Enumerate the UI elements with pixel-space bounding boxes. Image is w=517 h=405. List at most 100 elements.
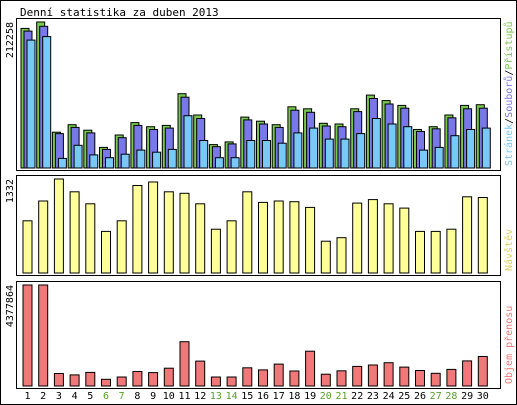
bar-navstev-day-30 [477, 197, 488, 274]
bar-objem-day-14 [226, 376, 237, 387]
day-label-4: 4 [72, 391, 78, 402]
bar-navstev-day-16 [258, 201, 268, 274]
bar-stranek-day-7 [120, 153, 130, 169]
bar-stranek-day-20 [324, 138, 334, 169]
day-label-3: 3 [56, 391, 62, 402]
legend-traffic: Objem přenosu [503, 306, 515, 384]
legend-entry-visits-0: Návštěv [503, 229, 515, 271]
day-label-1: 1 [24, 391, 30, 402]
bar-objem-day-10 [163, 367, 174, 387]
bar-navstev-day-13 [210, 228, 221, 274]
panel-frame-visits [16, 175, 501, 276]
bar-navstev-day-3 [53, 178, 64, 274]
bar-stranek-day-1 [26, 39, 36, 169]
bar-navstev-day-27 [430, 230, 441, 274]
bar-navstev-day-25 [399, 207, 410, 274]
bar-navstev-day-14 [226, 220, 237, 274]
panel-frame-hits [16, 18, 501, 171]
bar-objem-day-18 [289, 370, 300, 387]
bar-objem-day-29 [462, 360, 473, 387]
bar-objem-day-17 [273, 363, 284, 387]
day-label-2: 2 [40, 391, 46, 402]
legend-entry-hits-4: Přístupů [503, 21, 515, 69]
bar-navstev-day-28 [446, 228, 457, 274]
bar-stranek-day-11 [183, 115, 193, 169]
day-label-27: 27 [430, 391, 442, 402]
bar-stranek-day-27 [434, 146, 444, 169]
bar-objem-day-8 [132, 371, 143, 387]
bar-stranek-day-3 [57, 157, 67, 169]
bar-objem-day-1 [22, 284, 33, 387]
bar-objem-day-25 [399, 366, 410, 387]
day-label-16: 16 [257, 391, 269, 402]
bar-stranek-day-12 [199, 140, 209, 169]
bar-stranek-day-30 [481, 127, 491, 169]
legend-visits: Návštěv [503, 229, 515, 271]
bar-navstev-day-23 [367, 199, 378, 274]
bar-stranek-day-4 [73, 144, 83, 169]
bar-objem-day-12 [195, 360, 206, 387]
day-label-23: 23 [367, 391, 379, 402]
legend-entry-hits-0: Stránek [503, 124, 515, 166]
bar-stranek-day-2 [42, 36, 52, 169]
bar-stranek-day-23 [371, 118, 381, 169]
day-label-12: 12 [194, 391, 206, 402]
bar-objem-day-16 [258, 369, 268, 387]
bar-objem-day-19 [305, 350, 316, 387]
bar-stranek-day-16 [262, 140, 271, 169]
day-label-26: 26 [414, 391, 426, 402]
bar-stranek-day-15 [246, 140, 256, 169]
day-label-9: 9 [150, 391, 156, 402]
bar-objem-day-15 [242, 367, 253, 387]
bar-navstev-day-6 [101, 230, 111, 274]
bar-navstev-day-1 [22, 220, 33, 274]
legend-entry-hits-3: / [504, 70, 515, 76]
bar-stranek-day-17 [277, 142, 287, 169]
bar-stranek-day-9 [152, 151, 162, 169]
day-label-10: 10 [163, 391, 175, 402]
bar-objem-day-24 [383, 362, 394, 387]
bar-stranek-day-24 [387, 123, 397, 169]
bar-navstev-day-8 [132, 185, 143, 274]
panel-visits: 1332 Návštěv [5, 175, 515, 276]
day-label-11: 11 [178, 391, 190, 402]
legend-hits: Stránek/Souborů/Přístupů [503, 21, 515, 166]
bar-objem-day-13 [210, 376, 221, 387]
bar-navstev-day-12 [195, 203, 206, 274]
bar-stranek-day-18 [293, 132, 303, 169]
bar-objem-day-4 [69, 374, 80, 387]
bar-navstev-day-2 [38, 200, 49, 274]
day-label-14: 14 [226, 391, 238, 402]
day-label-30: 30 [477, 391, 489, 402]
bar-objem-day-6 [101, 378, 111, 387]
bar-stranek-day-8 [136, 149, 146, 169]
bar-objem-day-21 [336, 370, 347, 387]
panel-frame-traffic [16, 281, 501, 389]
day-label-29: 29 [461, 391, 473, 402]
bar-navstev-day-24 [383, 203, 394, 274]
bar-stranek-day-21 [340, 138, 350, 169]
bar-stranek-day-14 [230, 157, 240, 169]
bar-objem-day-28 [446, 368, 457, 387]
bar-objem-day-5 [85, 371, 96, 387]
day-label-24: 24 [383, 391, 395, 402]
ymax-label-traffic: 4377864 [5, 285, 16, 327]
bar-stranek-day-22 [356, 133, 366, 169]
legend-entry-traffic-0: Objem přenosu [503, 306, 515, 384]
day-label-20: 20 [320, 391, 332, 402]
legend-entry-hits-1: / [504, 118, 515, 124]
bar-objem-day-27 [430, 372, 441, 387]
day-label-21: 21 [335, 391, 347, 402]
day-label-6: 6 [103, 391, 109, 402]
day-label-22: 22 [351, 391, 363, 402]
bar-objem-day-23 [367, 364, 378, 387]
bar-objem-day-30 [477, 356, 488, 387]
bar-navstev-day-17 [273, 200, 284, 274]
bar-navstev-day-21 [336, 237, 347, 274]
bar-objem-day-9 [148, 372, 159, 387]
day-label-7: 7 [119, 391, 125, 402]
bar-stranek-day-5 [89, 154, 99, 169]
day-label-19: 19 [304, 391, 316, 402]
